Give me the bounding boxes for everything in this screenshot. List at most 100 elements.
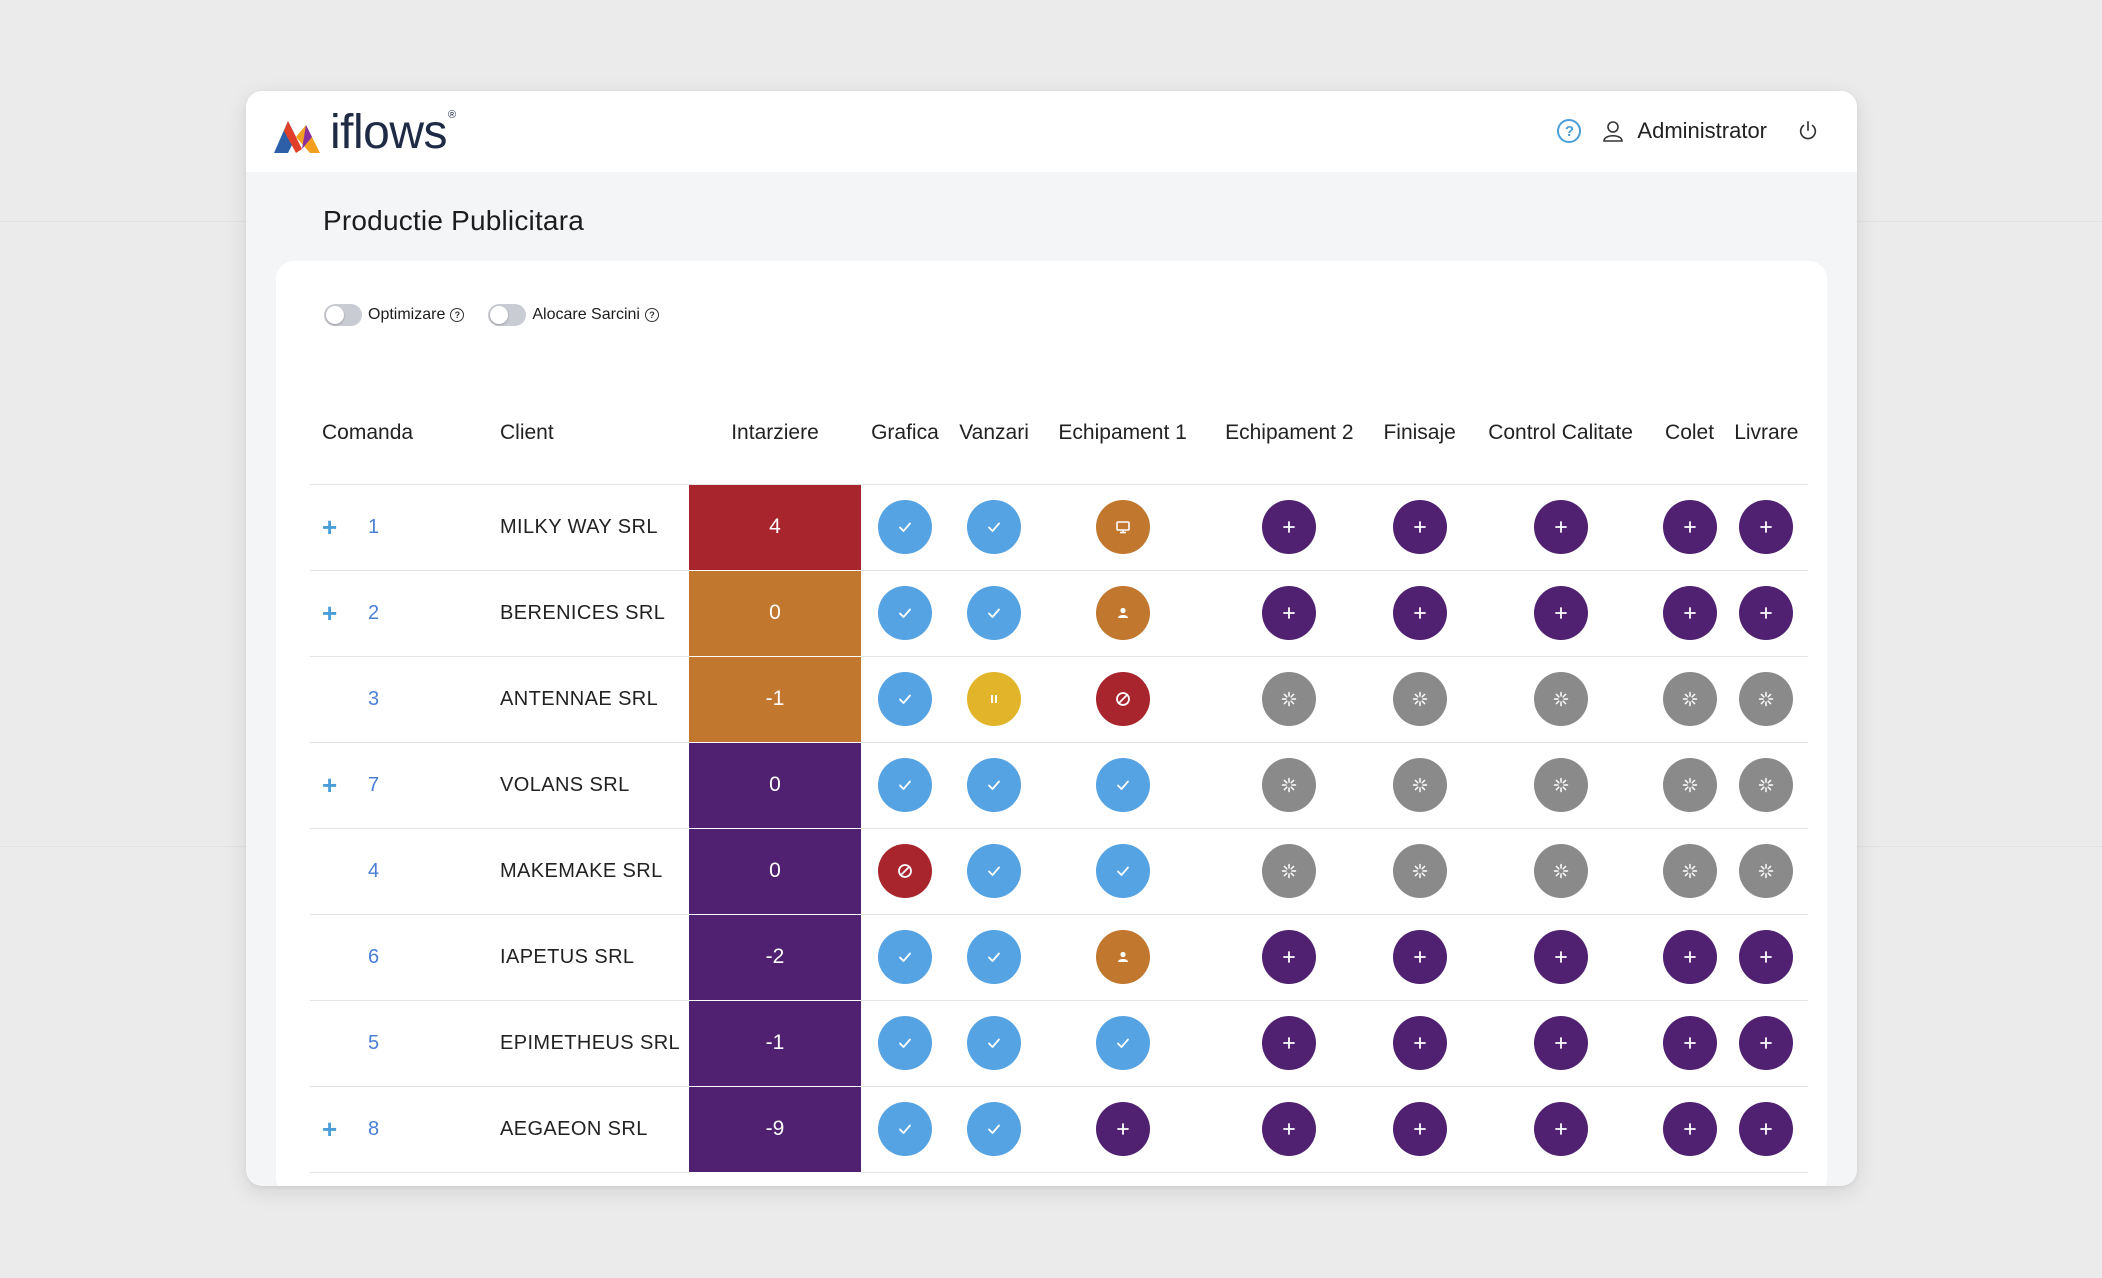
user-name[interactable]: Administrator	[1637, 118, 1767, 143]
check-icon[interactable]	[967, 930, 1022, 984]
check-icon[interactable]	[877, 672, 932, 726]
column-header-client[interactable]: Client	[488, 381, 689, 485]
check-icon[interactable]	[967, 1016, 1022, 1070]
plus-icon[interactable]	[1262, 500, 1317, 554]
plus-icon[interactable]	[1262, 586, 1317, 640]
plus-icon[interactable]	[1662, 1016, 1717, 1070]
loading-icon[interactable]	[1533, 844, 1588, 898]
column-header-step[interactable]: Echipament 2	[1205, 381, 1373, 485]
column-header-step[interactable]: Finisaje	[1372, 381, 1467, 485]
check-icon[interactable]	[967, 586, 1022, 640]
pause-icon[interactable]	[967, 672, 1022, 726]
expand-plus-icon[interactable]: +	[322, 512, 338, 542]
plus-icon[interactable]	[1392, 930, 1447, 984]
plus-icon[interactable]	[1739, 930, 1794, 984]
column-header-step[interactable]: Control Calitate	[1466, 381, 1655, 485]
alocare-sarcini-switch[interactable]	[488, 304, 527, 326]
order-number-link[interactable]: 8	[368, 1117, 380, 1140]
check-icon[interactable]	[877, 1102, 932, 1156]
optimizare-switch[interactable]	[324, 304, 362, 326]
toggle-optimizare[interactable]: Optimizare ?	[324, 304, 465, 326]
loading-icon[interactable]	[1533, 672, 1588, 726]
loading-icon[interactable]	[1739, 844, 1794, 898]
check-icon[interactable]	[877, 1016, 932, 1070]
column-header-step[interactable]: Grafica	[861, 381, 949, 485]
loading-icon[interactable]	[1662, 672, 1717, 726]
check-icon[interactable]	[877, 586, 932, 640]
person-icon[interactable]	[1095, 586, 1150, 640]
order-number-link[interactable]: 2	[368, 601, 380, 624]
column-header-step[interactable]: Livrare	[1724, 381, 1808, 485]
table-row[interactable]: +8 AEGAEON SRL -9	[310, 1086, 1808, 1173]
plus-icon[interactable]	[1095, 1102, 1150, 1156]
check-icon[interactable]	[967, 1102, 1022, 1156]
help-icon[interactable]: ?	[450, 308, 465, 322]
plus-icon[interactable]	[1739, 1016, 1794, 1070]
table-row[interactable]: 6 IAPETUS SRL -2	[310, 914, 1808, 1001]
loading-icon[interactable]	[1392, 844, 1447, 898]
loading-icon[interactable]	[1739, 672, 1794, 726]
table-row[interactable]: 4 MAKEMAKE SRL 0	[310, 828, 1808, 915]
loading-icon[interactable]	[1262, 758, 1317, 812]
plus-icon[interactable]	[1392, 586, 1447, 640]
plus-icon[interactable]	[1533, 1016, 1588, 1070]
check-icon[interactable]	[967, 500, 1022, 554]
loading-icon[interactable]	[1662, 844, 1717, 898]
loading-icon[interactable]	[1739, 758, 1794, 812]
brand-logo[interactable]: iflows ®	[272, 109, 456, 161]
table-row[interactable]: +1 MILKY WAY SRL 4	[310, 484, 1808, 571]
plus-icon[interactable]	[1662, 586, 1717, 640]
plus-icon[interactable]	[1662, 930, 1717, 984]
order-number-link[interactable]: 4	[368, 859, 380, 882]
check-icon[interactable]	[1095, 1016, 1150, 1070]
expand-plus-icon[interactable]: +	[322, 770, 338, 800]
order-number-link[interactable]: 6	[368, 945, 380, 968]
plus-icon[interactable]	[1262, 1016, 1317, 1070]
loading-icon[interactable]	[1533, 758, 1588, 812]
plus-icon[interactable]	[1739, 1102, 1794, 1156]
table-row[interactable]: +7 VOLANS SRL 0	[310, 742, 1808, 829]
expand-plus-icon[interactable]: +	[322, 1114, 338, 1144]
table-row[interactable]: 3 ANTENNAE SRL -1	[310, 656, 1808, 743]
help-circle-icon[interactable]: ?	[1557, 119, 1582, 143]
person-icon[interactable]	[1095, 930, 1150, 984]
expand-plus-icon[interactable]: +	[322, 598, 338, 628]
plus-icon[interactable]	[1662, 1102, 1717, 1156]
plus-icon[interactable]	[1262, 930, 1317, 984]
order-number-link[interactable]: 5	[368, 1031, 380, 1054]
table-row[interactable]: 5 EPIMETHEUS SRL -1	[310, 1000, 1808, 1087]
check-icon[interactable]	[967, 758, 1022, 812]
blocked-icon[interactable]	[1095, 672, 1150, 726]
plus-icon[interactable]	[1392, 500, 1447, 554]
table-row[interactable]: +2 BERENICES SRL 0	[310, 570, 1808, 657]
blocked-icon[interactable]	[877, 844, 932, 898]
order-number-link[interactable]: 7	[368, 773, 380, 796]
check-icon[interactable]	[967, 844, 1022, 898]
order-number-link[interactable]: 3	[368, 687, 380, 710]
plus-icon[interactable]	[1533, 930, 1588, 984]
column-header-step[interactable]: Colet	[1654, 381, 1725, 485]
loading-icon[interactable]	[1262, 844, 1317, 898]
check-icon[interactable]	[1095, 844, 1150, 898]
column-header-comanda[interactable]: Comanda	[310, 381, 488, 485]
power-icon[interactable]	[1797, 120, 1819, 142]
plus-icon[interactable]	[1262, 1102, 1317, 1156]
plus-icon[interactable]	[1662, 500, 1717, 554]
user-icon[interactable]	[1601, 119, 1625, 143]
help-icon[interactable]: ?	[644, 308, 659, 322]
toggle-alocare-sarcini[interactable]: Alocare Sarcini ?	[488, 304, 659, 326]
column-header-intarziere[interactable]: Intarziere	[689, 381, 861, 485]
plus-icon[interactable]	[1739, 500, 1794, 554]
monitor-icon[interactable]	[1095, 500, 1150, 554]
check-icon[interactable]	[877, 930, 932, 984]
order-number-link[interactable]: 1	[368, 515, 380, 538]
plus-icon[interactable]	[1533, 586, 1588, 640]
plus-icon[interactable]	[1392, 1016, 1447, 1070]
plus-icon[interactable]	[1739, 586, 1794, 640]
check-icon[interactable]	[877, 500, 932, 554]
check-icon[interactable]	[1095, 758, 1150, 812]
loading-icon[interactable]	[1392, 758, 1447, 812]
loading-icon[interactable]	[1392, 672, 1447, 726]
plus-icon[interactable]	[1533, 1102, 1588, 1156]
column-header-step[interactable]: Vanzari	[948, 381, 1040, 485]
